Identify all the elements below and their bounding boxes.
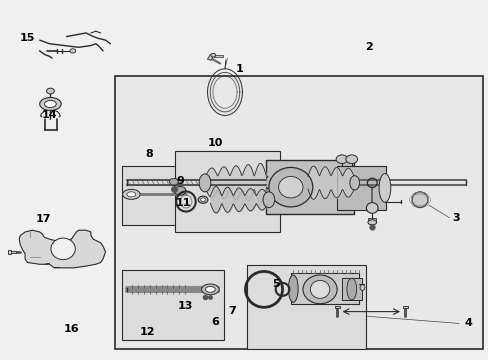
Bar — [266, 160, 353, 214]
Text: 16: 16 — [63, 324, 79, 334]
Text: 1: 1 — [235, 64, 243, 74]
Text: 15: 15 — [20, 33, 35, 43]
Text: 6: 6 — [211, 317, 219, 327]
Ellipse shape — [201, 284, 219, 295]
Bar — [336, 166, 385, 211]
Ellipse shape — [51, 238, 75, 260]
Bar — [402, 306, 407, 309]
Ellipse shape — [335, 155, 347, 163]
Ellipse shape — [411, 192, 427, 208]
Text: 11: 11 — [175, 198, 190, 208]
Ellipse shape — [46, 88, 54, 94]
Ellipse shape — [44, 100, 56, 108]
Ellipse shape — [268, 167, 312, 207]
Ellipse shape — [367, 220, 376, 225]
Ellipse shape — [40, 98, 61, 111]
Ellipse shape — [310, 280, 329, 298]
Bar — [341, 278, 361, 300]
Bar — [10, 251, 16, 253]
Bar — [115, 76, 483, 348]
Ellipse shape — [174, 186, 185, 195]
Ellipse shape — [278, 176, 303, 198]
Ellipse shape — [200, 198, 205, 202]
Text: 10: 10 — [207, 139, 223, 148]
Ellipse shape — [127, 192, 136, 197]
Ellipse shape — [303, 275, 336, 304]
Ellipse shape — [205, 287, 215, 292]
Ellipse shape — [366, 203, 377, 213]
Text: 17: 17 — [36, 215, 51, 224]
Bar — [8, 250, 11, 253]
Polygon shape — [19, 230, 105, 268]
Bar — [122, 166, 192, 225]
Bar — [290, 273, 358, 304]
Polygon shape — [168, 179, 178, 185]
Ellipse shape — [346, 278, 356, 300]
Text: 7: 7 — [228, 306, 236, 316]
Ellipse shape — [288, 275, 298, 302]
Text: 9: 9 — [176, 176, 183, 186]
Bar — [334, 306, 339, 309]
Bar — [214, 55, 223, 57]
Bar — [367, 218, 375, 221]
Ellipse shape — [263, 192, 274, 208]
Bar — [175, 151, 280, 232]
Ellipse shape — [210, 53, 215, 57]
Text: 12: 12 — [139, 327, 154, 337]
Text: 3: 3 — [452, 213, 460, 222]
Text: 8: 8 — [145, 149, 153, 159]
Text: 13: 13 — [177, 301, 192, 311]
Text: 4: 4 — [464, 319, 472, 328]
Ellipse shape — [198, 196, 207, 203]
Text: 5: 5 — [272, 279, 280, 289]
Ellipse shape — [378, 174, 390, 202]
Bar — [246, 265, 366, 349]
Text: 14: 14 — [41, 111, 57, 121]
Text: 2: 2 — [364, 42, 372, 52]
Ellipse shape — [349, 176, 359, 190]
Ellipse shape — [122, 189, 140, 199]
Ellipse shape — [199, 174, 210, 192]
Bar — [207, 55, 213, 60]
Bar — [122, 270, 224, 339]
Ellipse shape — [359, 285, 364, 291]
Ellipse shape — [70, 49, 76, 53]
Ellipse shape — [345, 155, 357, 163]
